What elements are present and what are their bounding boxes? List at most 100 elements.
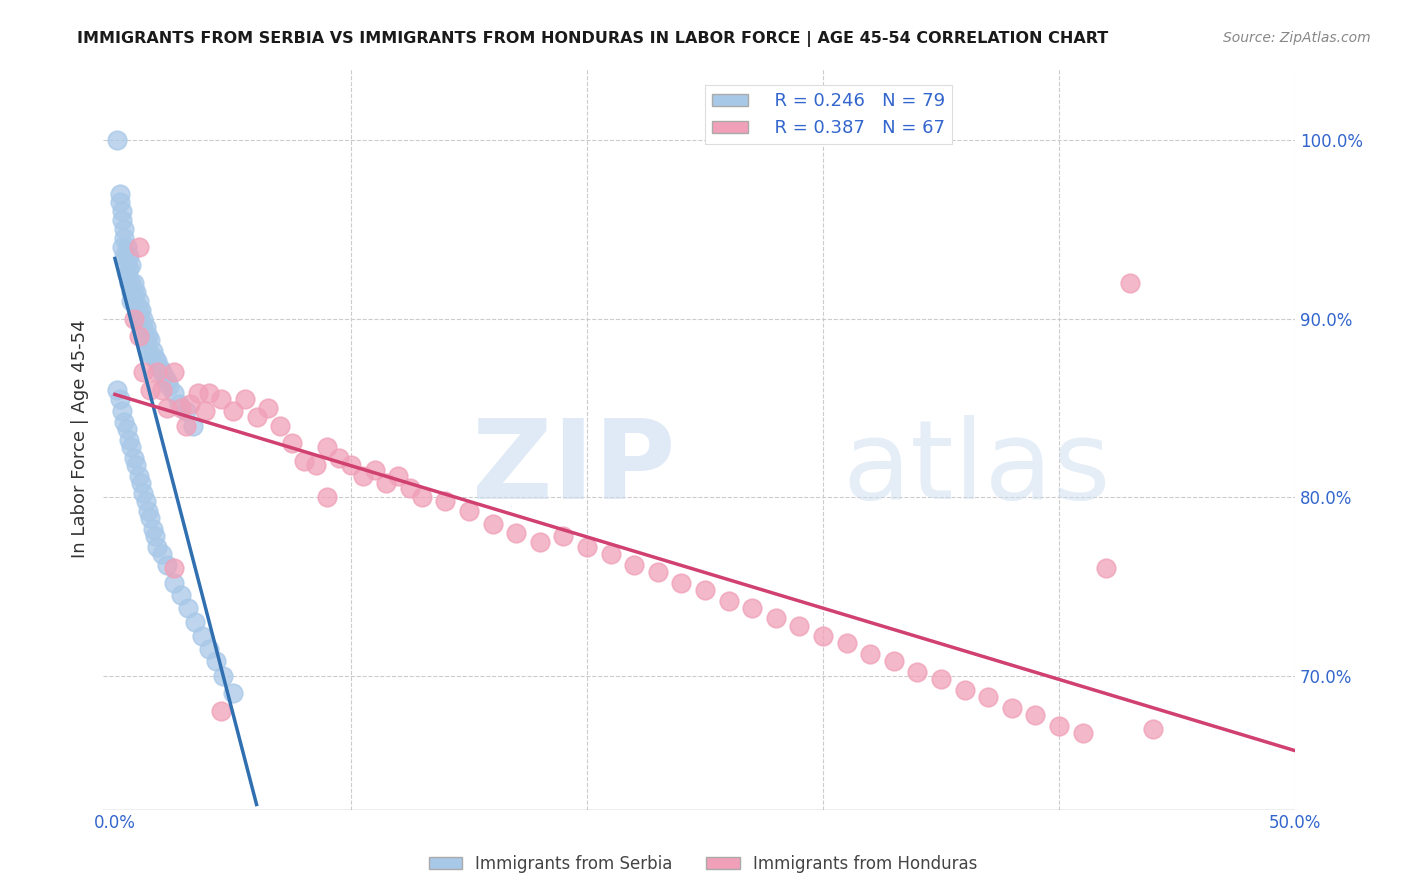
Y-axis label: In Labor Force | Age 45-54: In Labor Force | Age 45-54: [72, 319, 89, 558]
Point: [112, 222, 135, 236]
Point: [191, 629, 214, 643]
Point: [115, 267, 138, 281]
Point: [529, 534, 551, 549]
Point: [177, 600, 200, 615]
Point: [112, 249, 135, 263]
Text: Source: ZipAtlas.com: Source: ZipAtlas.com: [1223, 31, 1371, 45]
Point: [1047, 718, 1070, 732]
Point: [257, 401, 280, 415]
Point: [108, 195, 131, 210]
Point: [481, 516, 503, 531]
Point: [115, 258, 138, 272]
Point: [122, 293, 145, 308]
Point: [135, 320, 157, 334]
Point: [105, 133, 128, 147]
Point: [198, 386, 221, 401]
Point: [859, 647, 882, 661]
Point: [125, 285, 148, 299]
Point: [115, 240, 138, 254]
Point: [111, 204, 134, 219]
Point: [245, 409, 267, 424]
Point: [150, 383, 173, 397]
Point: [647, 565, 669, 579]
Point: [304, 458, 326, 472]
Point: [575, 540, 598, 554]
Point: [135, 493, 157, 508]
Point: [316, 440, 339, 454]
Point: [222, 404, 245, 418]
Point: [136, 504, 159, 518]
Point: [811, 629, 834, 643]
Point: [132, 311, 155, 326]
Point: [179, 397, 201, 411]
Point: [129, 302, 152, 317]
Point: [120, 258, 142, 272]
Point: [153, 368, 176, 383]
Point: [156, 558, 179, 572]
Point: [434, 493, 457, 508]
Point: [122, 311, 145, 326]
Point: [139, 511, 162, 525]
Legend: Immigrants from Serbia, Immigrants from Honduras: Immigrants from Serbia, Immigrants from …: [422, 848, 984, 880]
Point: [553, 529, 575, 543]
Point: [125, 297, 148, 311]
Point: [198, 641, 221, 656]
Point: [136, 343, 159, 358]
Point: [1095, 561, 1118, 575]
Point: [128, 329, 150, 343]
Point: [765, 611, 787, 625]
Point: [118, 276, 141, 290]
Point: [150, 365, 173, 379]
Point: [671, 575, 693, 590]
Point: [929, 672, 952, 686]
Point: [128, 240, 150, 254]
Point: [143, 529, 166, 543]
Point: [167, 397, 190, 411]
Point: [905, 665, 928, 679]
Point: [789, 618, 811, 632]
Point: [399, 481, 422, 495]
Point: [363, 463, 385, 477]
Point: [269, 418, 291, 433]
Point: [209, 704, 232, 718]
Point: [115, 249, 138, 263]
Text: ZIP: ZIP: [472, 415, 675, 522]
Point: [1119, 276, 1142, 290]
Point: [233, 392, 256, 406]
Point: [387, 468, 409, 483]
Point: [132, 320, 155, 334]
Point: [328, 450, 350, 465]
Point: [835, 636, 858, 650]
Point: [163, 561, 186, 575]
Point: [122, 450, 145, 465]
Point: [599, 547, 621, 561]
Point: [157, 379, 180, 393]
Point: [120, 293, 142, 308]
Point: [108, 186, 131, 201]
Point: [120, 285, 142, 299]
Point: [163, 386, 186, 401]
Point: [118, 261, 141, 276]
Point: [184, 615, 207, 629]
Point: [139, 383, 162, 397]
Point: [146, 540, 169, 554]
Point: [340, 458, 363, 472]
Point: [458, 504, 481, 518]
Point: [411, 490, 433, 504]
Point: [623, 558, 645, 572]
Point: [105, 383, 128, 397]
Point: [129, 315, 152, 329]
Point: [375, 475, 398, 490]
Point: [953, 682, 976, 697]
Point: [1142, 722, 1164, 736]
Point: [170, 588, 193, 602]
Point: [112, 231, 135, 245]
Point: [125, 458, 148, 472]
Point: [174, 418, 197, 433]
Point: [186, 386, 208, 401]
Point: [163, 365, 186, 379]
Point: [883, 654, 905, 668]
Point: [143, 351, 166, 365]
Point: [108, 392, 131, 406]
Point: [146, 354, 169, 368]
